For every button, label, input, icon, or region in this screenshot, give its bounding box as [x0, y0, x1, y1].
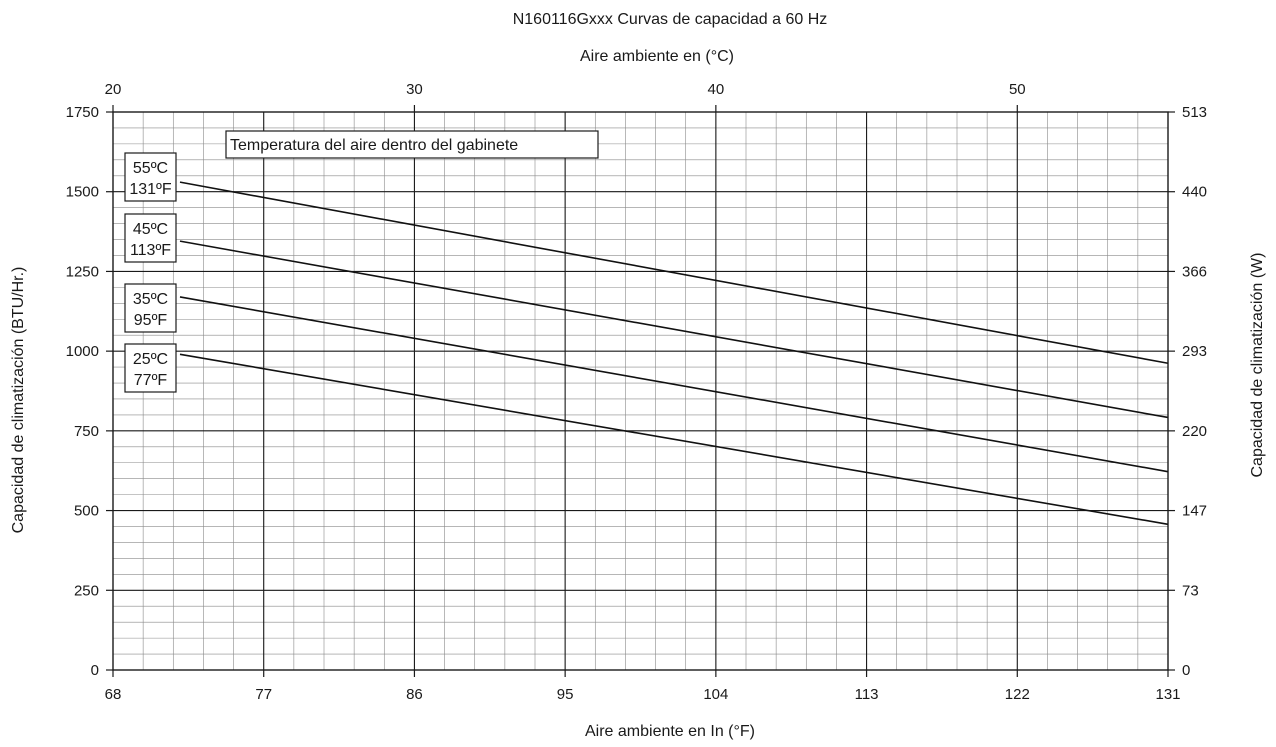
y-right-tick-label: 513 [1182, 104, 1207, 121]
y-tick-label: 0 [91, 662, 99, 679]
x-top-tick-label: 30 [406, 81, 423, 98]
y-tick-label: 250 [74, 582, 99, 599]
series-label-frame [124, 343, 177, 393]
y-right-tick-label: 366 [1182, 263, 1207, 280]
x-top-tick-label: 20 [105, 81, 122, 98]
x-tick-label: 131 [1155, 686, 1180, 703]
series-label-box: 25ºC 77ºF [124, 343, 177, 393]
y-right-axis-title: Capacidad de climatización (W) [1249, 253, 1266, 478]
x-top-axis-title: Aire ambiente en (°C) [580, 48, 734, 65]
x-tick-label: 113 [855, 686, 879, 703]
x-axis-title: Aire ambiente en In (°F) [585, 723, 755, 740]
series-line [179, 353, 1169, 526]
x-top-tick-label: 40 [708, 81, 725, 98]
x-tick-label: 104 [703, 686, 728, 703]
y-right-tick-label: 147 [1182, 503, 1207, 520]
y-right-tick-label: 0 [1182, 662, 1190, 679]
y-tick-label: 500 [74, 503, 99, 520]
series-label-celsius: 25ºC [133, 351, 168, 368]
y-tick-label: 750 [74, 423, 99, 440]
y-tick-label: 1500 [66, 184, 99, 201]
x-tick-label: 68 [105, 686, 122, 703]
y-tick-label: 1000 [66, 343, 99, 360]
axis-ticks [106, 105, 1175, 677]
legend-title: Temperatura del aire dentro del gabinete [230, 137, 518, 154]
x-tick-label: 122 [1005, 686, 1030, 703]
series-line [179, 296, 1169, 473]
series-label-celsius: 35ºC [133, 291, 168, 308]
series-label-fahrenheit: 113ºF [130, 242, 171, 259]
x-tick-label: 95 [557, 686, 574, 703]
series-line [179, 240, 1169, 419]
y-axis-title: Capacidad de climatización (BTU/Hr.) [10, 267, 27, 534]
plot-frame [112, 111, 1169, 671]
chart-title: N160116Gxxx Curvas de capacidad a 60 Hz [513, 11, 828, 28]
y-right-tick-label: 293 [1182, 343, 1207, 360]
series-label-fahrenheit: 131ºF [129, 181, 172, 198]
series-labels: 55ºC 131ºF 45ºC 113ºF 35ºC 95ºF 25ºC 77ºF [124, 152, 177, 393]
y-right-tick-label: 440 [1182, 184, 1207, 201]
series-line [179, 181, 1169, 365]
series-label-box: 45ºC 113ºF [124, 213, 177, 263]
y-right-tick-label: 73 [1182, 582, 1199, 599]
series-label-frame [124, 213, 177, 263]
series-label-fahrenheit: 77ºF [134, 372, 168, 389]
series-label-celsius: 45ºC [133, 221, 168, 238]
series-label-fahrenheit: 95ºF [134, 312, 168, 329]
series-label-box: 35ºC 95ºF [124, 283, 177, 333]
x-tick-label: 86 [406, 686, 423, 703]
grid [113, 111, 1169, 671]
y-tick-label: 1750 [66, 104, 99, 121]
x-top-tick-label: 50 [1009, 81, 1026, 98]
series-label-box: 55ºC 131ºF [124, 152, 177, 202]
x-tick-label: 77 [255, 686, 272, 703]
series-label-celsius: 55ºC [133, 160, 168, 177]
legend-title-box: Temperatura del aire dentro del gabinete [225, 130, 599, 159]
series-label-frame [124, 152, 177, 202]
series-label-frame [124, 283, 177, 333]
series-lines [179, 181, 1169, 526]
legend-title-frame [225, 130, 599, 159]
y-right-tick-label: 220 [1182, 423, 1207, 440]
y-tick-label: 1250 [66, 263, 99, 280]
